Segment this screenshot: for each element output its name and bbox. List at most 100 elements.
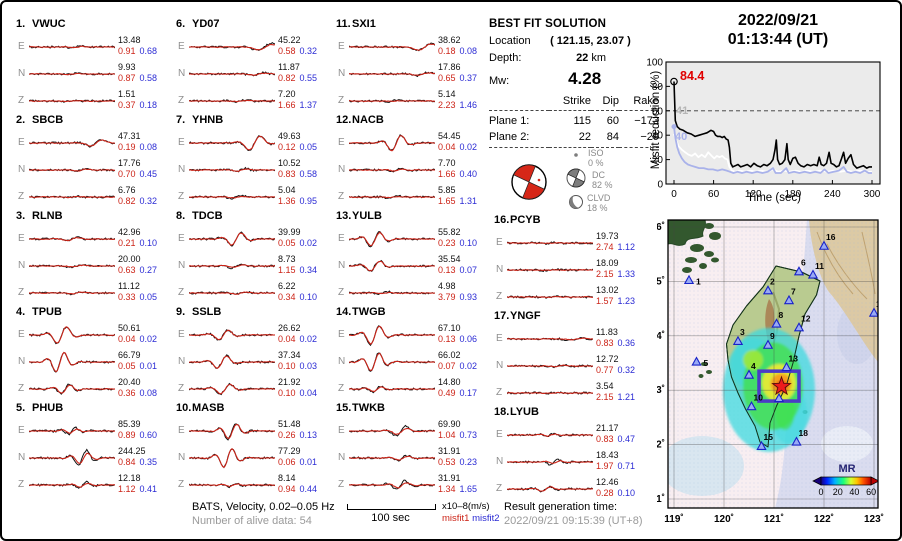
amplitude-value: 9.93 (118, 62, 136, 72)
waveform-trace (29, 72, 115, 76)
waveform-trace (507, 295, 593, 299)
component-label: E (178, 233, 185, 244)
trace-row: N 77.29 0.06 0.01 (176, 445, 332, 472)
epicenter-star (771, 375, 792, 396)
trace-row: E 11.83 0.83 0.36 (494, 326, 650, 353)
amplitude-value: 5.14 (438, 89, 456, 99)
misfit2-value: 0.47 (617, 434, 636, 444)
trace-row: Z 5.04 1.36 0.95 (176, 184, 332, 211)
trace-row: Z 6.22 0.34 0.10 (176, 280, 332, 307)
station-code: SXI1 (352, 18, 376, 30)
amplitude-value: 5.04 (278, 185, 296, 195)
amplitude-value: 55.82 (438, 227, 461, 237)
station-panel: 2. SBCB E 47.31 0.19 0.08 N 17.76 0.70 0.45 Z 6.76 0… (16, 114, 172, 210)
amplitude-value: 12.46 (596, 477, 619, 487)
y-tick-label: 60 (652, 106, 664, 117)
amplitude-value: 17.76 (118, 158, 141, 168)
x-tick-label: 180 (784, 189, 801, 200)
misfit1-value: 0.23 (438, 238, 456, 248)
misfit1-value: 1.66 (278, 100, 296, 110)
misfit2-value: 0.08 (459, 46, 478, 56)
component-label: N (496, 456, 504, 467)
misfit1-value: 0.49 (438, 388, 456, 398)
station-panel: 12.NACB E 54.45 0.04 0.02 N 7.70 1.66 0.40 Z 5.85 1… (336, 114, 492, 210)
amplitude-value: 45.22 (278, 35, 301, 45)
misfit1-value: 0.05 (118, 361, 136, 371)
misfit2-value: 0.58 (299, 169, 318, 179)
amplitude-value: 11.87 (278, 62, 300, 72)
component-label: E (178, 425, 185, 436)
station-marker-number: 9 (770, 331, 775, 341)
amplitude-value: 4.98 (438, 281, 456, 291)
trace-values: 38.62 0.18 0.08 (438, 35, 492, 57)
component-label: N (338, 164, 346, 175)
trace-row: E 21.17 0.83 0.47 (494, 422, 650, 449)
trace-values: 18.09 2.15 1.33 (596, 258, 650, 280)
lon-tick-label: 120˚ (714, 513, 734, 525)
trace-row: E 67.10 0.13 0.06 (336, 322, 492, 349)
misfit2-value: 0.34 (299, 265, 318, 275)
colorbar-tick: 20 (833, 487, 843, 497)
station-panel: 1. VWUC E 13.48 0.91 0.68 N 9.93 0.87 0.58 Z 1.51 0.… (16, 18, 172, 114)
trace-row: E 69.90 1.04 0.73 (336, 418, 492, 445)
station-marker (818, 240, 830, 250)
amplitude-value: 77.29 (278, 446, 301, 456)
amplitude-value: 3.54 (596, 381, 614, 391)
colorbar-tick: 0 (818, 487, 823, 497)
trace-row: E 38.62 0.18 0.08 (336, 34, 492, 61)
misfit1-value: 0.34 (278, 292, 296, 302)
misfit1-value: 0.04 (278, 334, 296, 344)
station-code: TPUB (32, 306, 62, 318)
start-value-marker (670, 77, 678, 86)
misfit2-value: 1.31 (459, 196, 478, 206)
station-code: PHUB (32, 402, 64, 414)
trace-row: N 18.09 2.15 1.33 (494, 257, 650, 284)
station-panel: 9. SSLB E 26.62 0.04 0.02 N 37.34 0.10 0.03 Z 21.92… (176, 306, 332, 402)
waveform-trace (349, 479, 435, 490)
misfit2-value: 0.10 (459, 238, 478, 248)
component-label: N (178, 260, 186, 271)
result-time-value: 2022/09/21 09:15:39 (UT+8) (504, 515, 643, 527)
trace-values: 47.31 0.19 0.08 (118, 131, 172, 153)
station-marker (807, 269, 819, 279)
waveform-trace (29, 448, 115, 466)
component-label: N (178, 452, 186, 463)
station-code: LYUB (510, 406, 539, 418)
station-marker (771, 318, 782, 328)
amplitude-value: 6.22 (278, 281, 296, 291)
trace-values: 13.48 0.91 0.68 (118, 35, 172, 57)
plane2-label: Plane 2: (489, 127, 549, 148)
component-label: N (18, 452, 26, 463)
misfit2-value: 0.32 (617, 365, 636, 375)
waveform-trace (349, 71, 435, 78)
trace-row: E 45.22 0.58 0.32 (176, 34, 332, 61)
bandpass-info: BATS, Velocity, 0.02–0.05 Hz (192, 501, 335, 513)
misfit1-value: 0.63 (118, 265, 136, 275)
amplitude-value: 12.18 (118, 473, 141, 483)
trace-row: N 37.34 0.10 0.03 (176, 349, 332, 376)
trace-row: N 8.73 1.15 0.34 (176, 253, 332, 280)
misfit1-value: 0.12 (278, 142, 296, 152)
component-label: N (18, 68, 26, 79)
trace-values: 69.90 1.04 0.73 (438, 419, 492, 441)
station-number: 6. (176, 18, 186, 30)
waveform-trace (349, 424, 435, 437)
trace-values: 17.86 0.65 0.37 (438, 62, 492, 84)
x-tick-label: 60 (708, 189, 720, 200)
misfit1-value: 0.06 (278, 457, 296, 467)
trace-row: Z 13.02 1.57 1.23 (494, 284, 650, 311)
component-label: N (338, 260, 346, 271)
trace-values: 39.99 0.05 0.02 (278, 227, 332, 249)
misfit2-value: 0.06 (459, 334, 478, 344)
component-label: N (18, 260, 26, 271)
misfit2-value: 1.12 (617, 242, 636, 252)
trace-values: 13.02 1.57 1.23 (596, 285, 650, 307)
waveform-trace (29, 426, 115, 436)
iso-name: ISO (588, 148, 604, 158)
component-label: N (178, 356, 186, 367)
misfit2-value: 0.08 (139, 142, 158, 152)
component-label: Z (178, 191, 185, 202)
waveform-trace (29, 168, 115, 172)
trace-row: E 19.73 2.74 1.12 (494, 230, 650, 257)
station-number: 10. (176, 402, 192, 414)
